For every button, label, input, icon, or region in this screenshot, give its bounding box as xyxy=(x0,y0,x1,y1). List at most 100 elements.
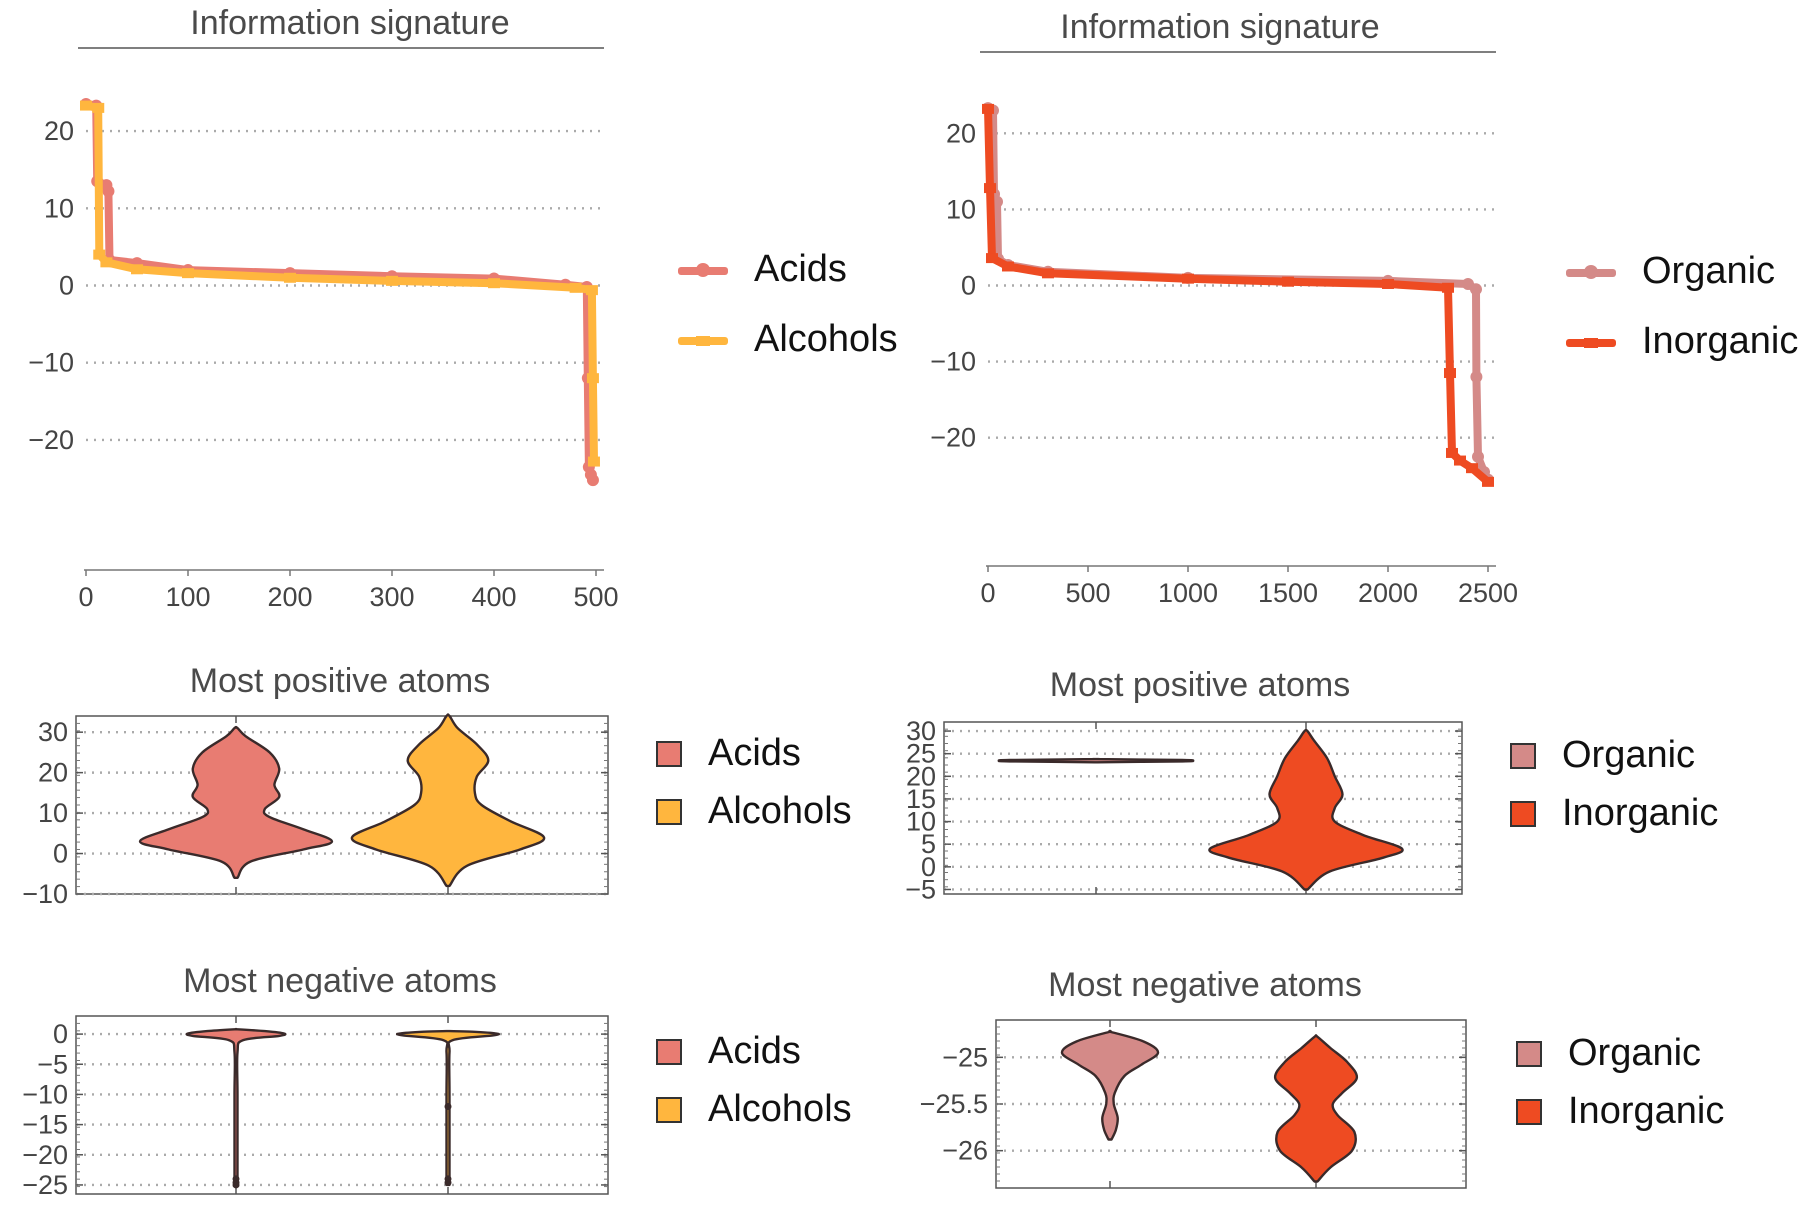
data-point xyxy=(984,183,996,194)
y-tick-label: −26 xyxy=(942,1136,988,1166)
y-tick-label: 30 xyxy=(906,716,936,746)
legend-swatch xyxy=(678,334,728,346)
violin-alcohols xyxy=(350,713,546,888)
plot-frame xyxy=(75,715,609,895)
y-tick-label: 10 xyxy=(38,798,68,828)
legend-item-acids: Acids xyxy=(656,1030,801,1073)
y-tick-label: 30 xyxy=(38,717,68,747)
legend-label: Organic xyxy=(1568,1032,1702,1074)
legend-label: Acids xyxy=(708,732,801,774)
data-point xyxy=(131,264,143,275)
chart-title: Information signature xyxy=(1060,8,1380,46)
data-point xyxy=(488,278,500,289)
y-tick-label: −20 xyxy=(28,425,74,455)
data-point xyxy=(93,249,106,260)
data-point xyxy=(586,373,599,384)
x-tick-label: 2500 xyxy=(1458,578,1518,608)
x-tick-label: 2000 xyxy=(1358,578,1418,608)
data-point xyxy=(1472,450,1484,463)
chart-title: Most positive atoms xyxy=(1049,666,1351,704)
chart-title: Most positive atoms xyxy=(189,662,491,700)
x-tick-label: 0 xyxy=(980,578,995,608)
violin-organic xyxy=(1060,1029,1160,1141)
chart-sig-right: Information signature 20 10 0 −10 −20 0 500 100… xyxy=(900,0,1804,620)
legend-label: Alcohols xyxy=(708,1088,852,1130)
data-point xyxy=(100,257,113,268)
y-tick-label: 0 xyxy=(59,271,74,301)
violin-inorganic xyxy=(1208,728,1404,891)
y-tick-label: 20 xyxy=(946,118,976,148)
series-line-organic xyxy=(984,104,1492,484)
legend-label: Alcohols xyxy=(754,318,898,360)
legend-label: Acids xyxy=(754,248,847,290)
y-tick-label: −25 xyxy=(942,1042,988,1072)
y-tick-label: −20 xyxy=(930,423,976,453)
legend-item-organic: Organic xyxy=(1566,250,1775,293)
series-line-inorganic xyxy=(984,104,1492,486)
data-point xyxy=(1444,368,1456,379)
data-point xyxy=(1382,278,1394,289)
legend-swatch xyxy=(656,798,682,825)
violin-inorganic xyxy=(1273,1034,1359,1183)
data-point xyxy=(284,272,296,283)
data-point xyxy=(1482,476,1494,487)
legend-item-inorganic: Inorganic xyxy=(1510,792,1718,835)
legend-swatch xyxy=(678,262,728,277)
y-tick-label: 25 xyxy=(906,739,936,769)
y-tick-label: −5 xyxy=(37,1049,68,1079)
x-tick-label: 100 xyxy=(165,582,210,612)
plot-area: −25 −25.5 −26 xyxy=(920,1019,1467,1189)
plot-area: 0−5−10−15−20−25 xyxy=(22,1015,609,1200)
x-tick-label: 300 xyxy=(369,582,414,612)
legend-item-organic: Organic xyxy=(1510,734,1695,777)
plot-frame xyxy=(943,721,1463,895)
x-tick-label: 200 xyxy=(267,582,312,612)
chart-title: Most negative atoms xyxy=(183,962,497,1000)
outlier-point xyxy=(444,1179,452,1187)
data-point xyxy=(982,103,994,114)
legend-swatch xyxy=(1510,742,1536,769)
y-tick-label: 0 xyxy=(961,271,976,301)
y-tick-label: 0 xyxy=(921,852,936,882)
data-point xyxy=(1182,273,1194,284)
legend-label: Organic xyxy=(1642,250,1776,292)
y-tick-label: 0 xyxy=(53,839,68,869)
legend-swatch xyxy=(656,740,682,767)
data-point xyxy=(80,100,92,111)
legend-swatch xyxy=(1566,336,1616,348)
outlier-point xyxy=(444,1103,452,1111)
data-point xyxy=(1282,276,1294,287)
violin-acids xyxy=(185,1027,287,1188)
chart-neg-left: Most negative atoms 0 −5 −10 −15 −20 −25 Acid… xyxy=(0,950,900,1214)
chart-title: Information signature xyxy=(190,4,510,42)
violin-acids xyxy=(138,725,334,879)
y-tick-label: −25 xyxy=(22,1170,68,1200)
data-point xyxy=(569,282,582,293)
data-point xyxy=(1042,268,1054,279)
y-tick-label: −10 xyxy=(22,1079,68,1109)
data-point xyxy=(986,253,998,264)
legend-label: Organic xyxy=(1562,734,1696,776)
data-point xyxy=(587,456,600,467)
legend-swatch xyxy=(1516,1098,1542,1125)
plot-frame xyxy=(75,1015,609,1195)
x-tick-label: 500 xyxy=(1065,578,1110,608)
legend-label: Inorganic xyxy=(1568,1090,1725,1132)
chart-pos-left: Most positive atoms 30 20 10 0 −10 Acids Alc… xyxy=(0,650,900,910)
data-point xyxy=(1002,261,1014,272)
series-line-alcohols xyxy=(82,101,598,466)
x-tick-label: 400 xyxy=(471,582,516,612)
legend-item-acids: Acids xyxy=(678,248,847,291)
chart-sig-left: Information signature 20 10 0 −10 −20 0 100 200… xyxy=(0,0,900,620)
y-tick-label: −5 xyxy=(905,874,936,904)
x-tick-label: 0 xyxy=(78,582,93,612)
y-tick-label: −10 xyxy=(22,879,68,909)
legend-label: Alcohols xyxy=(708,790,852,832)
y-tick-label: −10 xyxy=(28,348,74,378)
y-tick-label: −15 xyxy=(22,1110,68,1140)
legend-label: Acids xyxy=(708,1030,801,1072)
y-tick-label: 10 xyxy=(946,194,976,224)
series-line-acids xyxy=(82,100,597,485)
